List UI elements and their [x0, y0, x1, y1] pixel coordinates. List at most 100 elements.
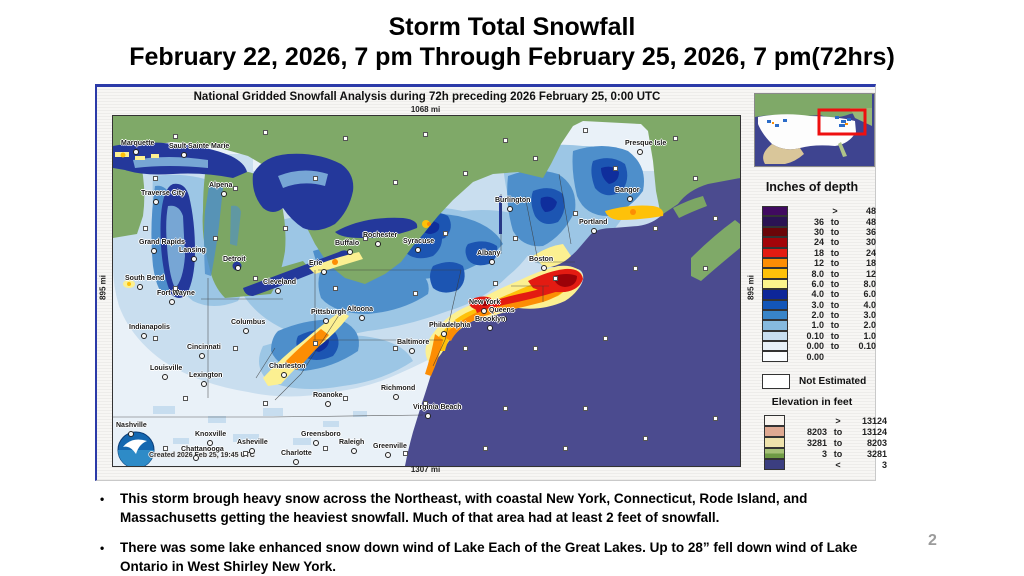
- city-marker: [425, 413, 431, 419]
- city-label: Albany: [477, 250, 501, 257]
- station-marker: [463, 171, 468, 176]
- city-marker: [351, 448, 357, 454]
- station-marker: [233, 186, 238, 191]
- station-marker: [343, 136, 348, 141]
- city-label: New York: [469, 299, 501, 306]
- legend-swatch: [762, 351, 788, 362]
- station-marker: [313, 341, 318, 346]
- city-label: Marquette: [121, 140, 155, 147]
- station-marker: [653, 226, 658, 231]
- city-marker: [409, 348, 415, 354]
- city-label: Lexington: [189, 372, 223, 379]
- city-marker: [489, 259, 495, 265]
- city-label: Portland: [579, 219, 608, 226]
- city-marker: [321, 269, 327, 275]
- map-scale-top: 1068 mi: [410, 105, 441, 114]
- city-marker: [323, 318, 329, 324]
- legend-value: 0.10: [806, 330, 824, 341]
- us-overview-map: [754, 93, 875, 167]
- station-marker: [583, 406, 588, 411]
- station-marker: [403, 451, 408, 456]
- legend-value: 8203: [806, 426, 827, 437]
- city-label: Virginia Beach: [413, 404, 462, 411]
- city-label: Fort Wayne: [157, 290, 195, 297]
- bullet-text: This storm brough heavy snow across the …: [120, 491, 808, 525]
- legend-value: to: [830, 216, 840, 227]
- legend-value: 4.0: [811, 289, 824, 300]
- station-marker: [423, 132, 428, 137]
- city-marker: [501, 316, 507, 322]
- city-label: Grand Rapids: [139, 239, 185, 246]
- city-marker: [627, 196, 633, 202]
- legend-swatch: [762, 341, 788, 352]
- city-marker: [393, 394, 399, 400]
- city-marker: [385, 452, 391, 458]
- station-marker: [393, 180, 398, 185]
- legend-value: 8.0: [811, 268, 824, 279]
- city-label: Cleveland: [263, 279, 297, 286]
- elevation-legend-row: 3 to 3281: [764, 448, 887, 459]
- legend-value: 13124: [861, 415, 887, 426]
- station-marker: [633, 266, 638, 271]
- city-marker: [487, 325, 493, 331]
- city-label: Columbus: [231, 319, 266, 326]
- bullet-item: • This storm brough heavy snow across the…: [100, 490, 890, 528]
- city-marker: [151, 248, 157, 254]
- snow-legend-row: 8.0 to 12: [762, 268, 876, 279]
- snow-legend-row: 36 to 48: [762, 216, 876, 227]
- city-marker: [313, 440, 319, 446]
- city-marker: [133, 149, 139, 155]
- station-marker: [463, 346, 468, 351]
- legend-swatch: [762, 247, 788, 258]
- elevation-legend-row: <3: [764, 459, 887, 470]
- city-marker: [415, 247, 421, 253]
- legend-swatch: [762, 330, 788, 342]
- city-marker: [359, 315, 365, 321]
- city-label: Traverse City: [141, 190, 185, 197]
- city-label: Charleston: [269, 363, 306, 370]
- not-estimated-swatch: [762, 374, 790, 389]
- legend-value: <: [835, 459, 841, 470]
- city-label: Roanoke: [313, 392, 343, 399]
- bullet-list: • This storm brough heavy snow across the…: [100, 490, 890, 576]
- snowfall-map-graphic: [113, 116, 740, 466]
- legend-value: to: [833, 426, 843, 437]
- city-label: Nashville: [116, 422, 147, 429]
- legend-value: to: [830, 237, 840, 248]
- legend-swatch: [762, 237, 788, 248]
- legend-value: to: [830, 330, 840, 341]
- legend-value: 3281: [806, 437, 827, 448]
- legend-value: 48: [865, 206, 876, 217]
- legend-value: 8.0: [863, 278, 876, 289]
- station-marker: [263, 401, 268, 406]
- city-label: Richmond: [381, 385, 416, 392]
- legend-value: 3: [821, 448, 827, 459]
- station-marker: [443, 231, 448, 236]
- legend-value: to: [833, 437, 843, 448]
- city-label: Bangor: [615, 187, 640, 194]
- legend-value: 13124: [861, 426, 887, 437]
- map-scale-bottom: 1307 mi: [410, 465, 441, 474]
- legend-value: 30: [865, 237, 876, 248]
- title-block: Storm Total Snowfall February 22, 2026, …: [0, 12, 1024, 72]
- legend-value: 36: [813, 216, 824, 227]
- snow-legend-row: 30 to 36: [762, 226, 876, 238]
- legend-value: 8203: [866, 437, 887, 448]
- city-label: Greenville: [373, 443, 407, 450]
- city-label: Louisville: [150, 365, 183, 372]
- legend-value: to: [830, 247, 840, 258]
- city-label: South Bend: [125, 275, 165, 282]
- legend-value: 0.10: [858, 341, 876, 352]
- legend-value: 36: [865, 226, 876, 237]
- noaa-logo-icon: [117, 431, 155, 466]
- station-marker: [713, 416, 718, 421]
- legend-value: >: [835, 415, 841, 426]
- legend-value: 6.0: [863, 289, 876, 300]
- map-extent-box: [817, 108, 867, 136]
- legend-swatch: [762, 206, 788, 217]
- station-marker: [213, 236, 218, 241]
- snow-legend-row: 24 to 30: [762, 237, 876, 248]
- station-marker: [263, 130, 268, 135]
- legend-swatch: [762, 257, 788, 269]
